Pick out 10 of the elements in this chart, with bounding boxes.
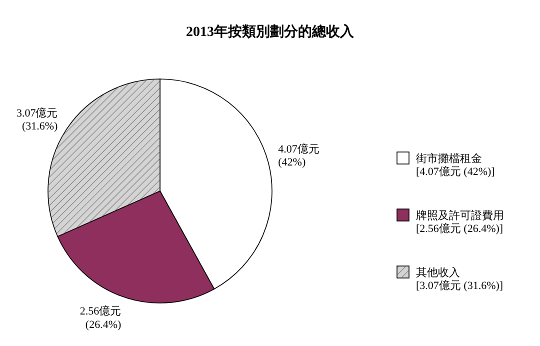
legend-label: 牌照及許可證費用 — [416, 209, 504, 222]
legend-label: 其他收入 — [416, 266, 460, 279]
text: [3.07億元 (31.6%)] — [416, 279, 504, 292]
text: [4.07億元 (42%)] — [416, 165, 495, 178]
chart-title: 2013年按類別劃分的總收入 — [186, 24, 355, 40]
data-label: 2.56億元 (26.4%) — [80, 304, 122, 331]
legend-label: 街市攤檔租金 — [416, 152, 482, 165]
data-label: 3.07億元 (31.6%) — [16, 106, 58, 133]
text: [2.56億元 (26.4%)] — [416, 222, 504, 236]
data-label: 4.07億元 (42%) — [278, 142, 320, 169]
